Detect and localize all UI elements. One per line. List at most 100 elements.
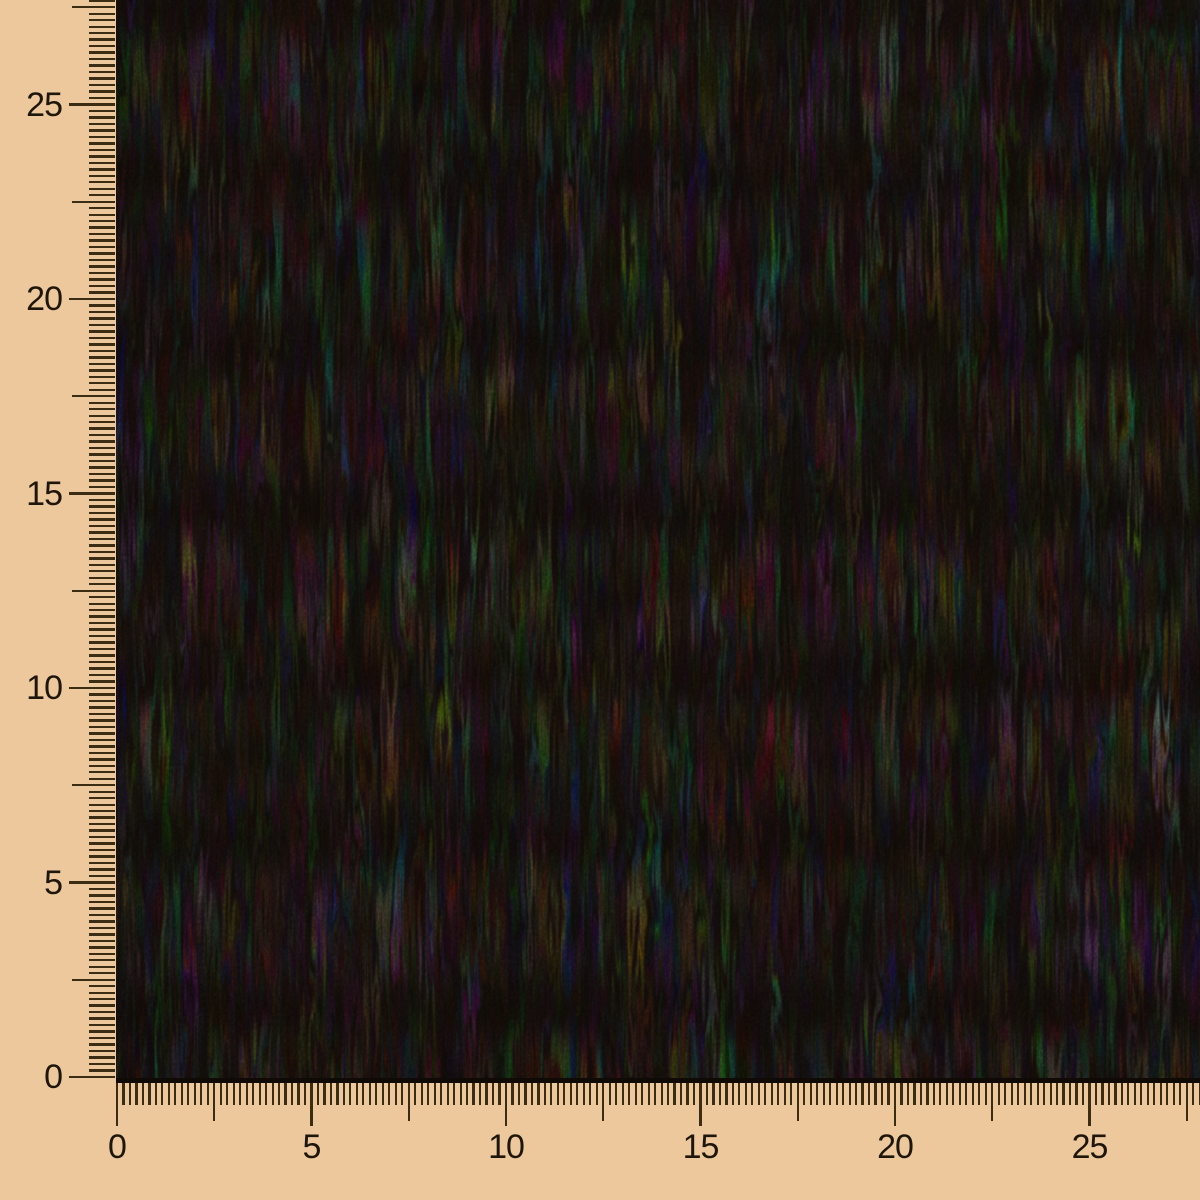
ruler-tick-small bbox=[89, 12, 115, 15]
ruler-tick-small bbox=[174, 1083, 177, 1105]
ruler-tick-small bbox=[89, 207, 115, 210]
ruler-tick-small bbox=[89, 420, 115, 424]
ruler-tick-small bbox=[89, 498, 115, 502]
ruler-tick-small bbox=[867, 1083, 871, 1105]
ruler-tick-small bbox=[89, 667, 115, 670]
ruler-tick-small bbox=[342, 1083, 345, 1105]
ruler-tick-small bbox=[89, 245, 115, 249]
ruler-tick-small bbox=[89, 388, 115, 391]
ruler-tick-small bbox=[738, 1083, 741, 1105]
ruler-tick-small bbox=[89, 433, 115, 437]
ruler-tick-small bbox=[89, 174, 115, 177]
left-ruler-label: 15 bbox=[26, 474, 63, 513]
ruler-tick-small bbox=[89, 408, 115, 411]
ruler-tick-small bbox=[277, 1083, 281, 1105]
ruler-tick-small bbox=[89, 745, 115, 748]
ruler-tick-small bbox=[89, 972, 115, 975]
ruler-tick-small bbox=[89, 51, 115, 54]
bottom-ruler-label: 5 bbox=[302, 1128, 322, 1166]
ruler-tick-small bbox=[89, 194, 115, 197]
ruler-tick-small bbox=[887, 1083, 890, 1105]
bottom-ruler-label: 20 bbox=[877, 1128, 914, 1166]
ruler-tick-small bbox=[1094, 1083, 1098, 1105]
ruler-tick-small bbox=[673, 1083, 676, 1105]
ruler-tick-small bbox=[89, 660, 115, 664]
ruler-tick-small bbox=[89, 952, 115, 955]
ruler-tick-small bbox=[265, 1083, 268, 1105]
ruler-tick-small bbox=[89, 181, 115, 184]
ruler-tick-small bbox=[89, 628, 115, 631]
ruler-tick-small bbox=[440, 1083, 443, 1105]
ruler-tick-small bbox=[1068, 1083, 1072, 1105]
ruler-tick-small bbox=[89, 732, 115, 735]
ruler-tick-major bbox=[310, 1083, 313, 1126]
ruler-tick-small bbox=[829, 1083, 832, 1105]
ruler-tick-small bbox=[89, 70, 115, 74]
ruler-tick-small bbox=[491, 1083, 495, 1105]
ruler-tick-small bbox=[932, 1083, 935, 1105]
ruler-tick-small bbox=[89, 621, 115, 625]
ruler-tick-small bbox=[89, 641, 115, 644]
ruler-tick-small bbox=[89, 472, 115, 476]
ruler-tick-small bbox=[89, 965, 115, 968]
ruler-tick-small bbox=[349, 1083, 352, 1105]
ruler-tick-small bbox=[466, 1083, 469, 1105]
ruler-tick-small bbox=[89, 57, 115, 61]
left-ruler-label: 5 bbox=[44, 863, 63, 902]
ruler-tick-small bbox=[258, 1083, 261, 1105]
ruler-tick-small bbox=[89, 1043, 115, 1046]
ruler-tick-small bbox=[89, 706, 115, 709]
ruler-tick-small bbox=[89, 31, 115, 35]
ruler-tick-small bbox=[89, 874, 115, 878]
ruler-tick-small bbox=[861, 1083, 864, 1105]
ruler-tick-small bbox=[777, 1083, 780, 1105]
ruler-tick-small bbox=[89, 252, 115, 255]
ruler-tick-small bbox=[790, 1083, 793, 1105]
ruler-tick-major bbox=[1088, 1083, 1091, 1126]
ruler-tick-small bbox=[965, 1083, 968, 1105]
ruler-tick-small bbox=[472, 1083, 475, 1105]
ruler-tick-small bbox=[89, 161, 115, 165]
ruler-tick-small bbox=[582, 1083, 585, 1105]
ruler-tick-small bbox=[880, 1083, 884, 1105]
left-ruler-label: 0 bbox=[44, 1058, 63, 1096]
ruler-tick-small bbox=[89, 1056, 115, 1059]
ruler-tick-small bbox=[232, 1083, 235, 1105]
ruler-tick-small bbox=[89, 537, 115, 541]
ruler-baseline bbox=[116, 1078, 1200, 1083]
ruler-tick-small bbox=[290, 1083, 294, 1105]
ruler-tick-half bbox=[72, 589, 115, 592]
ruler-tick-small bbox=[89, 122, 115, 126]
ruler-tick-small bbox=[193, 1083, 196, 1105]
ruler-tick-small bbox=[154, 1083, 157, 1105]
ruler-tick-small bbox=[757, 1083, 760, 1105]
ruler-tick-small bbox=[89, 19, 115, 22]
ruler-tick-small bbox=[453, 1083, 456, 1105]
ruler-tick-small bbox=[89, 797, 115, 800]
ruler-tick-small bbox=[89, 168, 115, 171]
ruler-tick-small bbox=[686, 1083, 689, 1105]
ruler-tick-half bbox=[72, 978, 115, 981]
ruler-tick-small bbox=[563, 1083, 566, 1105]
ruler-tick-small bbox=[498, 1083, 501, 1105]
ruler-tick-small bbox=[89, 25, 115, 28]
ruler-tick-small bbox=[1159, 1083, 1162, 1105]
ruler-tick-small bbox=[89, 401, 115, 404]
ruler-tick-half bbox=[407, 1083, 410, 1121]
ruler-tick-small bbox=[394, 1083, 397, 1105]
ruler-tick-small bbox=[89, 343, 115, 346]
ruler-tick-small bbox=[388, 1083, 391, 1105]
ruler-tick-small bbox=[89, 0, 115, 2]
ruler-tick-small bbox=[226, 1083, 229, 1105]
ruler-tick-small bbox=[744, 1083, 747, 1105]
ruler-tick-small bbox=[89, 848, 115, 852]
ruler-tick-major bbox=[69, 297, 115, 301]
ruler-tick-small bbox=[1127, 1083, 1130, 1105]
ruler-tick-small bbox=[355, 1083, 358, 1105]
ruler-tick-small bbox=[725, 1083, 728, 1105]
ruler-tick-small bbox=[692, 1083, 696, 1105]
ruler-tick-small bbox=[89, 135, 115, 139]
ruler-tick-small bbox=[89, 284, 115, 288]
ruler-tick-small bbox=[809, 1083, 812, 1105]
